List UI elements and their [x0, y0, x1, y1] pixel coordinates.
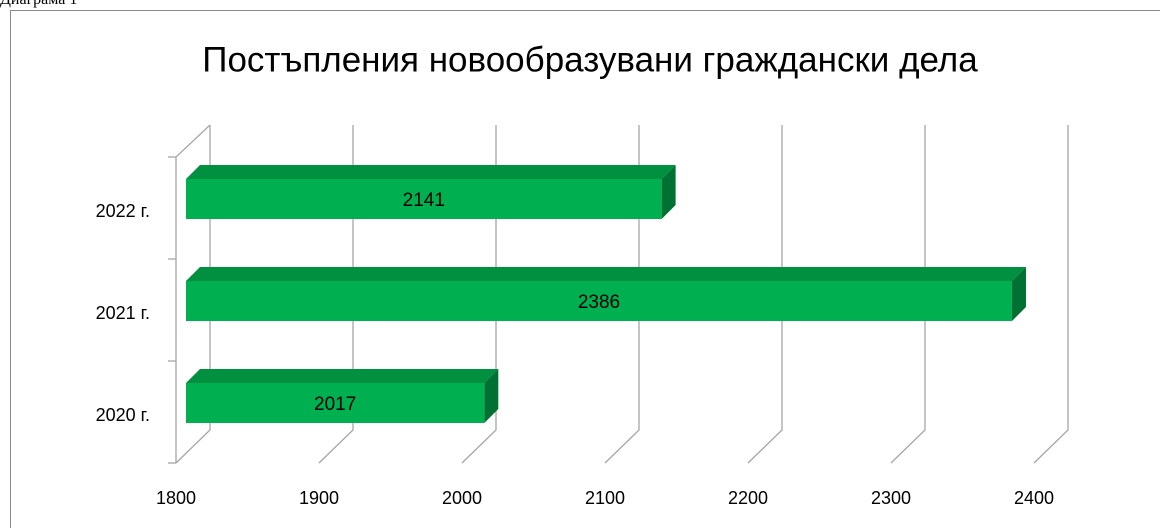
grid-line [1033, 125, 1069, 464]
x-tick-label: 2000 [442, 488, 482, 508]
bar-top [186, 369, 499, 383]
x-tick-label: 1900 [299, 488, 339, 508]
bar [186, 267, 1026, 321]
grid-line [175, 125, 211, 464]
bar-front [186, 179, 662, 219]
grid-line [318, 125, 354, 464]
x-tick-label: 1800 [156, 488, 196, 508]
bar-top [186, 165, 676, 179]
bar [186, 369, 499, 423]
bar-side [661, 165, 676, 219]
grid-line [890, 125, 926, 464]
data-label: 2386 [578, 292, 620, 313]
data-label: 2017 [314, 394, 356, 415]
x-tick-label: 2100 [585, 488, 625, 508]
grid-line [747, 125, 783, 464]
bar-side [1011, 267, 1026, 321]
bar-front [186, 281, 1012, 321]
data-label: 2141 [403, 190, 445, 211]
x-tick-label: 2200 [728, 488, 768, 508]
bar [186, 165, 676, 219]
y-tick-label: 2020 г. [96, 405, 150, 425]
bar-front [186, 383, 485, 423]
caption: Диаграма 1 [0, 0, 77, 9]
grid-line [461, 125, 497, 464]
bar-top [186, 267, 1026, 281]
y-tick-label: 2022 г. [96, 201, 150, 221]
grid-line [604, 125, 640, 464]
x-tick-label: 2300 [871, 488, 911, 508]
chart-title: Постъпления новообразувани граждански де… [202, 40, 978, 79]
x-tick-label: 2400 [1014, 488, 1054, 508]
y-tick-label: 2021 г. [96, 303, 150, 323]
bar-side [484, 369, 499, 423]
